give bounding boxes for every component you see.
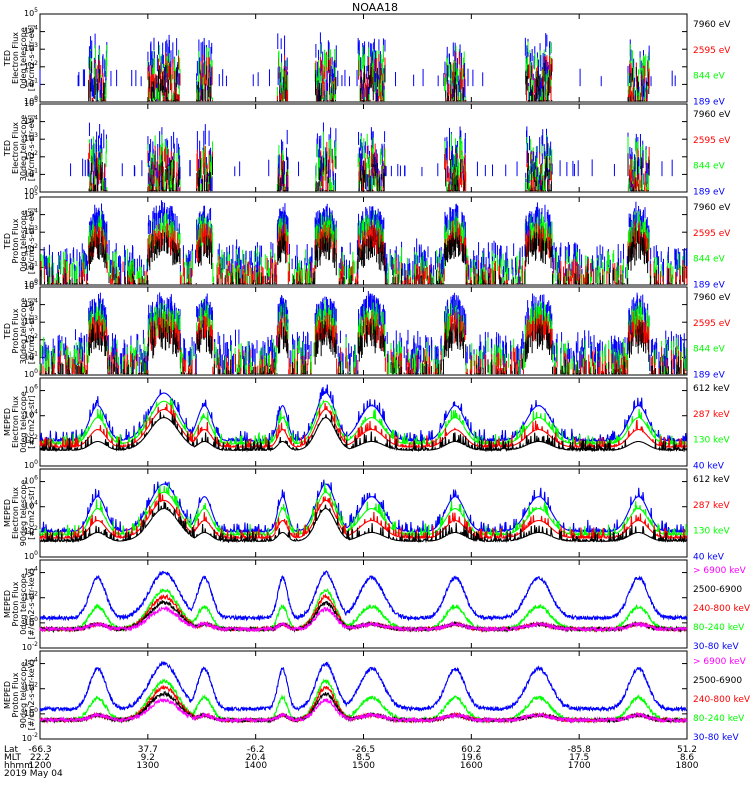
legend-entry: 7960 eV xyxy=(693,20,731,30)
y-axis-label: 30deg telescope xyxy=(19,298,28,365)
legend-entry: 2595 eV xyxy=(693,229,731,239)
chart-title: NOAA18 xyxy=(352,1,398,14)
y-tick-label: 101 xyxy=(24,350,38,361)
legend-entry: 844 eV xyxy=(693,255,726,265)
y-axis-label: 0deg telescope xyxy=(19,27,28,88)
y-tick-label: 102 xyxy=(24,60,38,71)
y-axis-label: 0deg telescope xyxy=(19,210,28,271)
y-tick-label: 100 xyxy=(24,278,38,289)
y-axis-label: [#/cm2-s-str-eV] xyxy=(27,298,36,364)
y-tick-label: 104 xyxy=(24,115,38,126)
y-tick-label: 100 xyxy=(24,368,38,379)
panel-ted_e30: 100 101 102 103 104 105 TED Electron Flux 30deg … xyxy=(3,97,731,198)
y-tick-label: 104 xyxy=(24,298,38,309)
y-tick-label: 103 xyxy=(24,315,38,326)
y-tick-label: 104 xyxy=(24,208,38,219)
y-tick-label: 105 xyxy=(24,280,38,291)
y-tick-label: 103 xyxy=(24,132,38,143)
y-tick-label: 102 xyxy=(24,333,38,344)
y-tick-label: 102 xyxy=(24,150,38,161)
legend-entry: 7960 eV xyxy=(693,203,731,213)
y-tick-label: 101 xyxy=(24,167,38,178)
y-axis-label: TED xyxy=(3,50,12,67)
y-axis-label: Electron Flux xyxy=(11,32,20,84)
y-tick-label: 101 xyxy=(24,77,38,88)
legend-entry: 2595 eV xyxy=(693,46,731,56)
y-axis-label: 30deg telescope xyxy=(19,115,28,182)
y-axis-label: TED xyxy=(3,140,12,157)
legend-entry: 189 eV xyxy=(693,188,726,198)
legend-entry: 189 eV xyxy=(693,371,726,381)
y-tick-label: 100 xyxy=(24,185,38,196)
legend-entry: 189 eV xyxy=(693,98,726,108)
y-axis-label: Proton Flux xyxy=(11,308,20,353)
legend-entry: 189 eV xyxy=(693,281,726,291)
y-tick-label: 100 xyxy=(24,95,38,106)
y-axis-label: Proton Flux xyxy=(11,218,20,263)
y-tick-label: 104 xyxy=(24,25,38,36)
y-tick-label: 103 xyxy=(24,42,38,53)
legend-entry: 844 eV xyxy=(693,162,726,172)
y-tick-label: 103 xyxy=(24,225,38,236)
panel-ted_p30: 100 101 102 103 104 105 TED Proton Flux 30deg te… xyxy=(3,280,731,381)
panel-ted_p0: 100 101 102 103 104 105 TED Proton Flux 0deg tel… xyxy=(3,190,731,291)
legend-entry: 2595 eV xyxy=(693,319,731,329)
y-axis-label: [#/cm2-s-str-eV] xyxy=(27,208,36,274)
y-tick-label: 102 xyxy=(24,243,38,254)
y-axis-label: TED xyxy=(3,323,12,340)
y-axis-label: Electron Flux xyxy=(11,122,20,174)
y-axis-label: TED xyxy=(3,233,12,250)
legend-entry: 7960 eV xyxy=(693,293,731,303)
legend-entry: 844 eV xyxy=(693,72,726,82)
y-tick-label: 105 xyxy=(24,97,38,108)
y-tick-label: 105 xyxy=(24,7,38,18)
legend-entry: 2595 eV xyxy=(693,136,731,146)
panel-ted_e0: 100 101 102 103 104 105 TED Electron Flux 0deg t… xyxy=(3,7,731,108)
y-axis-label: [#/cm2-s-str-eV] xyxy=(27,115,36,181)
legend-entry: 844 eV xyxy=(693,345,726,355)
y-tick-label: 105 xyxy=(24,190,38,201)
y-axis-label: [#/cm2-s-str-eV] xyxy=(27,25,36,91)
legend-entry: 7960 eV xyxy=(693,110,731,120)
y-tick-label: 101 xyxy=(24,260,38,271)
